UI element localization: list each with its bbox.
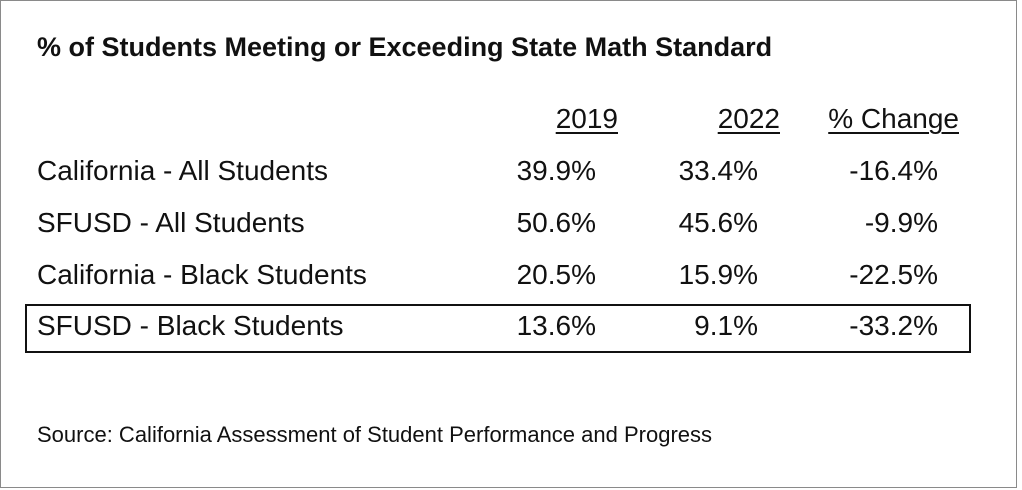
table-row-highlighted: SFUSD - Black Students 13.6% 9.1% -33.2% [0,305,1000,351]
cell-2022: 15.9% [678,259,758,290]
row-label: SFUSD - Black Students [37,310,344,341]
cell-2019: 20.5% [516,259,596,290]
cell-2019: 50.6% [516,207,596,238]
column-header-2019: 2019 [555,103,618,134]
column-header-change: % Change [828,103,959,134]
cell-change: -16.4% [849,155,938,186]
cell-2022: 33.4% [678,155,758,186]
table-title: % of Students Meeting or Exceeding State… [37,32,773,62]
table-row: California - Black Students 20.5% 15.9% … [0,254,1000,300]
source-note: Source: California Assessment of Student… [37,422,713,447]
table-row: SFUSD - All Students 50.6% 45.6% -9.9% [0,202,1000,248]
cell-2019: 13.6% [516,310,596,341]
row-label: California - Black Students [37,259,367,290]
column-header-2022: 2022 [717,103,780,134]
cell-change: -22.5% [849,259,938,290]
table-row: California - All Students 39.9% 33.4% -1… [0,150,1000,196]
row-label: California - All Students [37,155,329,186]
cell-change: -33.2% [849,310,938,341]
cell-change: -9.9% [864,207,938,238]
highlighted-row-box [25,304,971,353]
cell-2022: 45.6% [678,207,758,238]
cell-2019: 39.9% [516,155,596,186]
cell-2022: 9.1% [694,310,758,341]
row-label: SFUSD - All Students [37,207,305,238]
